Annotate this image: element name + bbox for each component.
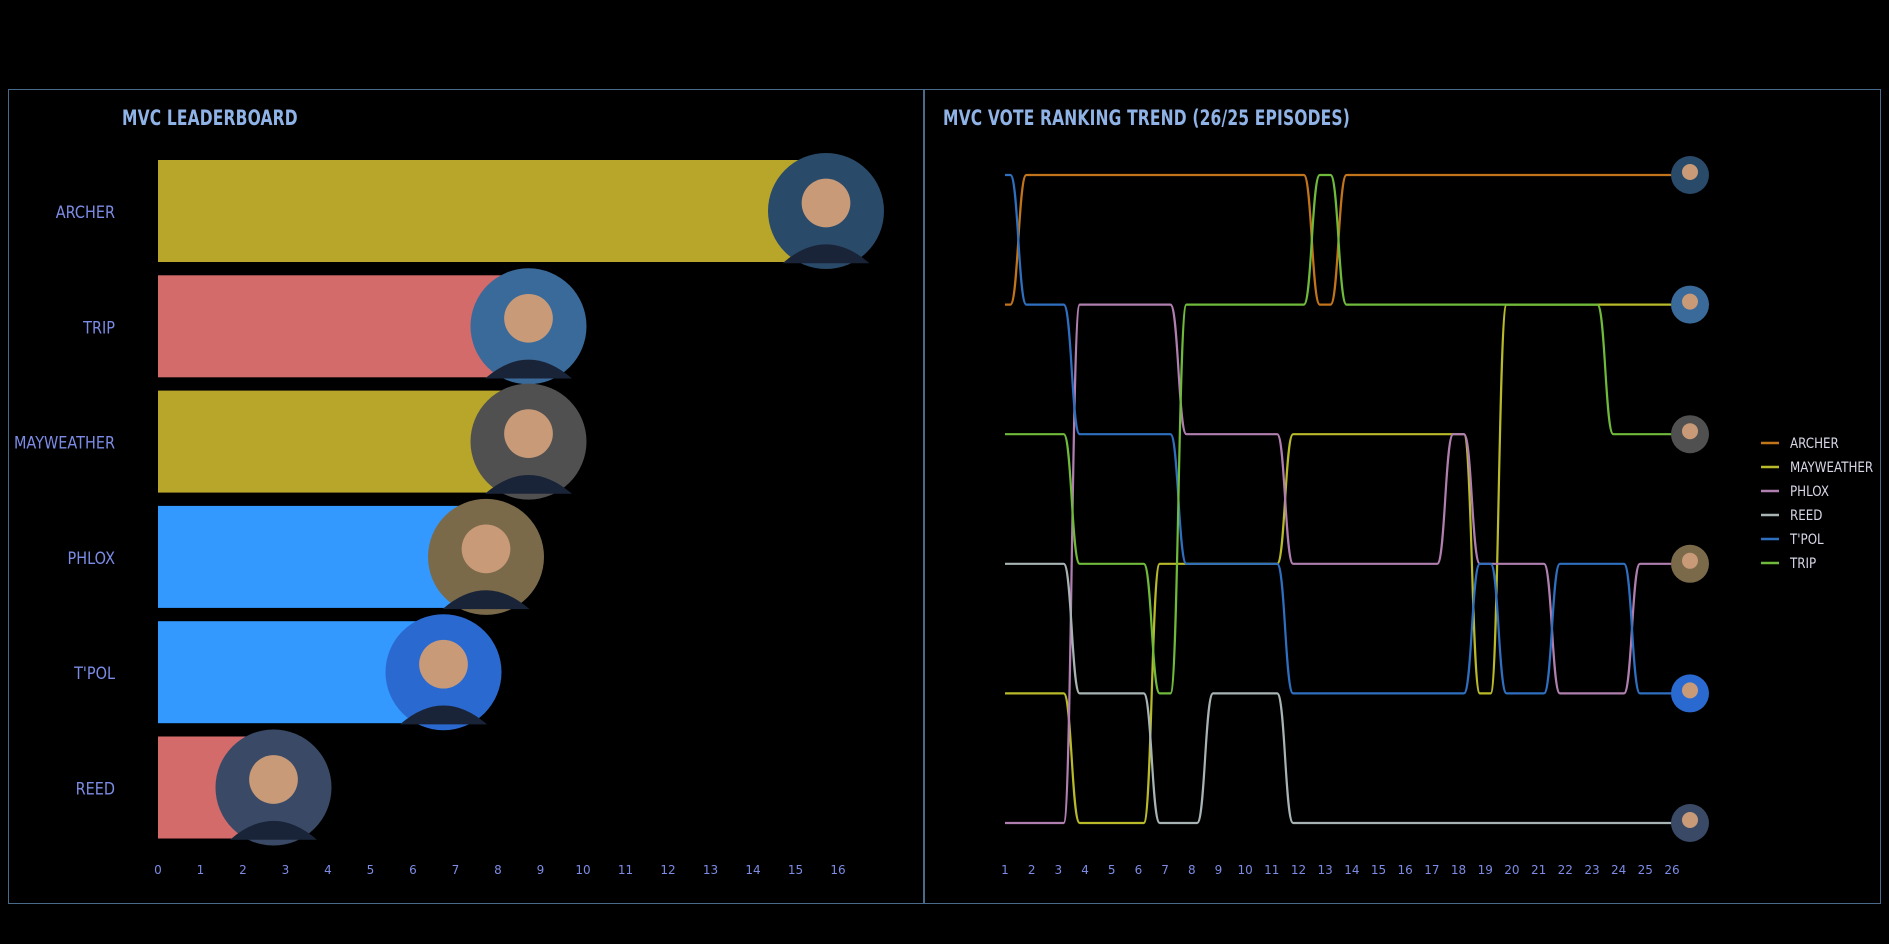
x-tick-10: 10 <box>575 863 590 877</box>
trend-x-tick-10: 10 <box>1237 863 1252 877</box>
end-avatar-face-phlox <box>1682 552 1698 569</box>
avatar-uniform-trip <box>485 359 572 379</box>
end-avatar-face-trip <box>1682 293 1698 310</box>
x-tick-8: 8 <box>494 863 502 877</box>
trend-x-tick-21: 21 <box>1531 863 1546 877</box>
end-avatar-face-mayweather <box>1682 423 1698 440</box>
avatar-face-phlox <box>461 524 511 574</box>
avatar-uniform-reed <box>230 820 317 840</box>
x-tick-6: 6 <box>409 863 417 877</box>
trend-x-tick-1: 1 <box>1001 863 1009 877</box>
x-tick-15: 15 <box>788 863 803 877</box>
trend-line-t-pol <box>1005 173 1672 695</box>
trend-x-tick-11: 11 <box>1264 863 1279 877</box>
category-label-mayweather: MAYWEATHER <box>14 432 115 452</box>
avatar-uniform-phlox <box>442 590 530 610</box>
legend-entry-trip: TRIP <box>1761 556 1816 572</box>
trend-x-tick-2: 2 <box>1028 863 1036 877</box>
x-tick-7: 7 <box>452 863 460 877</box>
bar-group-reed: REED <box>76 729 332 846</box>
x-tick-4: 4 <box>324 863 332 877</box>
bar-archer <box>158 160 838 262</box>
legend-entry-t-pol: T'POL <box>1761 532 1824 548</box>
x-tick-2: 2 <box>239 863 247 877</box>
end-avatar-face-reed <box>1682 812 1698 828</box>
category-label-phlox: PHLOX <box>68 548 116 568</box>
trend-x-tick-15: 15 <box>1371 863 1386 877</box>
avatar-face-mayweather <box>504 409 553 458</box>
avatar-face-reed <box>249 755 298 804</box>
trend-line-reed <box>1005 562 1672 825</box>
avatar-uniform-archer <box>782 244 870 264</box>
x-tick-1: 1 <box>197 863 205 877</box>
legend-entry-reed: REED <box>1761 508 1822 524</box>
trend-x-tick-8: 8 <box>1188 863 1196 877</box>
trend-x-tick-25: 25 <box>1638 863 1653 877</box>
legend-label-mayweather: MAYWEATHER <box>1790 460 1873 476</box>
x-tick-5: 5 <box>367 863 375 877</box>
trend-x-tick-6: 6 <box>1135 863 1143 877</box>
trend-x-tick-4: 4 <box>1081 863 1089 877</box>
trend-x-tick-16: 16 <box>1398 863 1413 877</box>
end-avatar-face-t-pol <box>1682 682 1698 699</box>
bar-group-mayweather: MAYWEATHER <box>14 383 587 500</box>
trend-x-tick-24: 24 <box>1611 863 1626 877</box>
trend-x-tick-13: 13 <box>1318 863 1333 877</box>
x-tick-3: 3 <box>282 863 290 877</box>
x-tick-14: 14 <box>745 863 760 877</box>
avatar-uniform-t-pol <box>400 705 487 725</box>
legend-label-reed: REED <box>1790 508 1822 524</box>
trend-x-tick-23: 23 <box>1584 863 1599 877</box>
trend-line-trip <box>1005 173 1672 695</box>
trend-line-archer <box>1005 173 1672 306</box>
trend-panel: MVC VOTE RANKING TREND (26/25 EPISODES) <box>924 89 1881 904</box>
trend-line-phlox <box>1005 303 1672 825</box>
legend-label-trip: TRIP <box>1789 556 1816 572</box>
x-tick-16: 16 <box>830 863 845 877</box>
category-label-t-pol: T'POL <box>73 663 115 683</box>
x-tick-0: 0 <box>154 863 162 877</box>
legend-label-phlox: PHLOX <box>1790 484 1829 500</box>
x-tick-12: 12 <box>660 863 675 877</box>
avatar-face-trip <box>504 293 553 343</box>
avatar-face-archer <box>801 178 851 228</box>
trend-x-tick-14: 14 <box>1344 863 1359 877</box>
trend-x-tick-12: 12 <box>1291 863 1306 877</box>
leaderboard-title: MVC LEADERBOARD <box>122 106 298 130</box>
trend-x-tick-17: 17 <box>1424 863 1439 877</box>
legend-entry-archer: ARCHER <box>1761 436 1839 452</box>
avatar-face-t-pol <box>419 639 468 689</box>
x-tick-13: 13 <box>703 863 718 877</box>
trend-x-tick-22: 22 <box>1558 863 1573 877</box>
end-avatar-face-archer <box>1682 164 1698 180</box>
legend-entry-mayweather: MAYWEATHER <box>1761 460 1873 476</box>
x-tick-9: 9 <box>537 863 545 877</box>
trend-x-tick-19: 19 <box>1478 863 1493 877</box>
trend-x-tick-20: 20 <box>1504 863 1519 877</box>
x-tick-11: 11 <box>618 863 633 877</box>
category-label-reed: REED <box>76 778 115 798</box>
trend-x-tick-9: 9 <box>1215 863 1223 877</box>
bar-group-archer: ARCHER <box>56 153 884 269</box>
category-label-trip: TRIP <box>82 317 115 337</box>
trend-title: MVC VOTE RANKING TREND (26/25 EPISODES) <box>943 106 1350 130</box>
avatar-uniform-mayweather <box>485 474 572 494</box>
bar-group-trip: TRIP <box>82 268 587 385</box>
trend-x-tick-26: 26 <box>1664 863 1679 877</box>
legend-entry-phlox: PHLOX <box>1761 484 1829 500</box>
trend-x-tick-5: 5 <box>1108 863 1116 877</box>
legend-label-archer: ARCHER <box>1790 436 1839 452</box>
trend-x-tick-18: 18 <box>1451 863 1466 877</box>
trend-x-tick-7: 7 <box>1161 863 1169 877</box>
trend-x-tick-3: 3 <box>1055 863 1063 877</box>
category-label-archer: ARCHER <box>56 202 115 222</box>
legend-label-t-pol: T'POL <box>1789 532 1824 548</box>
leaderboard-panel: MVC LEADERBOARD <box>8 89 924 904</box>
bar-group-phlox: PHLOX <box>68 498 544 615</box>
bar-group-t-pol: T'POL <box>73 614 502 731</box>
